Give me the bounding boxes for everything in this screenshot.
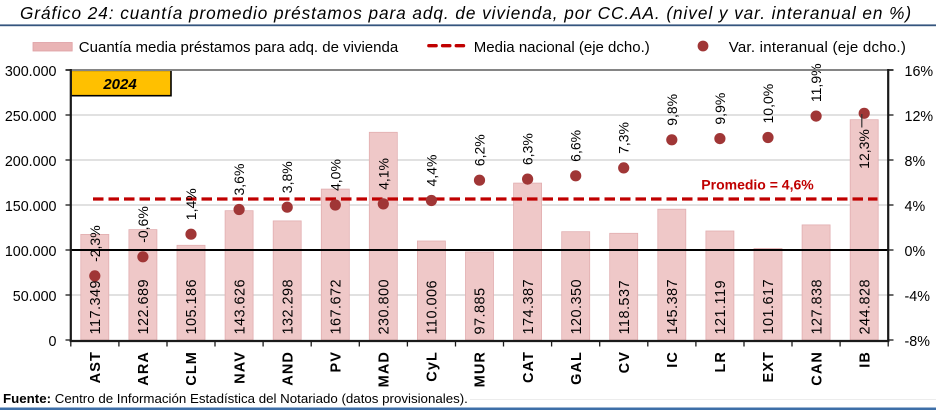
svg-text:Promedio = 4,6%: Promedio = 4,6% — [701, 177, 814, 193]
svg-text:100.000: 100.000 — [5, 244, 57, 260]
svg-text:244.828: 244.828 — [857, 279, 873, 335]
svg-text:118.537: 118.537 — [617, 280, 633, 335]
svg-text:Fuente: Centro de Información: Fuente: Centro de Información Estadístic… — [3, 391, 468, 406]
svg-text:GAL: GAL — [569, 351, 585, 385]
svg-text:9,9%: 9,9% — [712, 93, 728, 125]
svg-text:AST: AST — [88, 351, 104, 383]
svg-text:CLM: CLM — [184, 351, 200, 386]
svg-text:0: 0 — [49, 334, 57, 350]
svg-text:ARA: ARA — [136, 351, 152, 386]
svg-text:Media nacional (eje dcho.): Media nacional (eje dcho.) — [474, 39, 650, 56]
svg-text:NAV: NAV — [232, 351, 248, 384]
svg-text:9,8%: 9,8% — [664, 94, 680, 126]
svg-text:-8%: -8% — [905, 334, 931, 350]
svg-text:101.617: 101.617 — [761, 279, 777, 335]
svg-text:MAD: MAD — [377, 351, 393, 387]
svg-text:16%: 16% — [905, 64, 934, 80]
svg-text:145.387: 145.387 — [665, 279, 681, 335]
svg-text:4,0%: 4,0% — [327, 159, 343, 191]
svg-text:0%: 0% — [905, 244, 926, 260]
svg-text:3,8%: 3,8% — [279, 161, 295, 193]
svg-text:Cuantía media préstamos para a: Cuantía media préstamos para adq. de viv… — [79, 39, 399, 56]
svg-text:AND: AND — [280, 351, 296, 386]
svg-text:150.000: 150.000 — [5, 199, 57, 215]
svg-text:12,3%: 12,3% — [856, 129, 872, 169]
svg-text:LR: LR — [713, 351, 729, 373]
svg-text:EXT: EXT — [761, 351, 777, 383]
svg-text:4,4%: 4,4% — [423, 155, 439, 187]
svg-text:CV: CV — [617, 351, 633, 373]
svg-text:MUR: MUR — [473, 351, 489, 387]
svg-text:3,6%: 3,6% — [231, 164, 247, 196]
svg-text:CAT: CAT — [521, 351, 537, 383]
svg-text:105.186: 105.186 — [184, 279, 200, 335]
svg-text:-2,3%: -2,3% — [87, 225, 103, 262]
svg-text:121.119: 121.119 — [713, 280, 729, 335]
svg-text:12%: 12% — [905, 109, 934, 125]
svg-text:4,1%: 4,1% — [375, 158, 391, 190]
svg-text:50.000: 50.000 — [13, 289, 57, 305]
svg-text:250.000: 250.000 — [5, 109, 57, 125]
svg-text:PV: PV — [329, 351, 345, 373]
svg-text:IB: IB — [857, 351, 873, 368]
svg-text:122.689: 122.689 — [136, 279, 152, 335]
svg-text:4%: 4% — [905, 199, 926, 215]
svg-text:7,3%: 7,3% — [616, 122, 632, 154]
svg-text:6,3%: 6,3% — [520, 133, 536, 165]
svg-text:2024: 2024 — [102, 76, 137, 93]
svg-text:10,0%: 10,0% — [760, 84, 776, 124]
svg-text:167.672: 167.672 — [329, 279, 345, 335]
svg-text:97.885: 97.885 — [473, 287, 489, 334]
svg-text:-4%: -4% — [905, 289, 931, 305]
svg-text:127.838: 127.838 — [809, 279, 825, 335]
svg-text:6,2%: 6,2% — [472, 134, 488, 166]
svg-text:Gráfico 24: cuantía promedio p: Gráfico 24: cuantía promedio préstamos p… — [20, 3, 912, 23]
svg-text:174.387: 174.387 — [521, 279, 537, 335]
svg-text:110.006: 110.006 — [425, 280, 441, 335]
svg-text:6,6%: 6,6% — [568, 130, 584, 162]
svg-text:Var. interanual (eje dcho.): Var. interanual (eje dcho.) — [729, 39, 906, 56]
svg-text:CAN: CAN — [809, 351, 825, 386]
svg-text:300.000: 300.000 — [5, 64, 57, 80]
svg-text:IC: IC — [665, 351, 681, 368]
svg-text:-0,6%: -0,6% — [135, 206, 151, 243]
svg-text:11,9%: 11,9% — [808, 63, 824, 102]
svg-text:143.626: 143.626 — [232, 279, 248, 335]
svg-text:132.298: 132.298 — [280, 279, 296, 335]
svg-text:CyL: CyL — [425, 351, 441, 382]
svg-text:1,4%: 1,4% — [183, 188, 199, 220]
svg-text:117.349: 117.349 — [88, 280, 104, 335]
svg-text:200.000: 200.000 — [5, 154, 57, 170]
svg-text:120.350: 120.350 — [569, 279, 585, 335]
svg-text:8%: 8% — [905, 154, 926, 170]
svg-text:230.800: 230.800 — [377, 279, 393, 335]
